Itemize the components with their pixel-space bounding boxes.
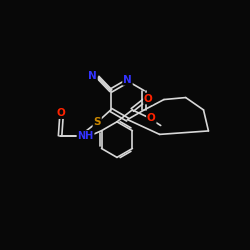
Text: NH: NH: [78, 131, 94, 141]
Text: O: O: [144, 94, 153, 104]
Text: O: O: [57, 108, 66, 118]
Text: N: N: [123, 75, 132, 85]
Text: N: N: [88, 71, 97, 81]
Text: S: S: [94, 117, 101, 127]
Text: O: O: [147, 113, 156, 123]
